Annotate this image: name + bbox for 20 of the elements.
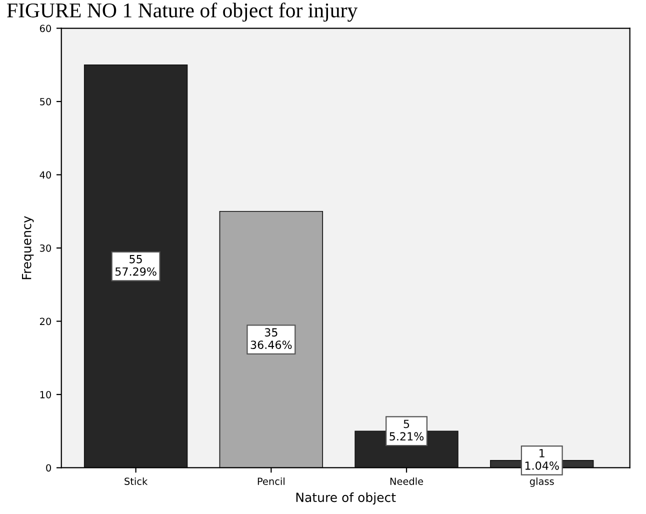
y-tick-label: 40 bbox=[40, 171, 51, 179]
x-tick-label: Pencil bbox=[258, 477, 284, 485]
x-tick-label: Stick bbox=[124, 477, 148, 485]
data-label: 35 36.46% bbox=[250, 328, 292, 350]
y-tick-label: 0 bbox=[46, 464, 51, 472]
bar bbox=[219, 210, 324, 468]
y-tick-label: 60 bbox=[40, 24, 51, 32]
data-label: 55 57.29% bbox=[115, 255, 156, 276]
bar bbox=[84, 64, 188, 468]
data-label: 1 1.04% bbox=[525, 449, 559, 470]
y-tick-label: 20 bbox=[40, 318, 51, 326]
y-tick-label: 30 bbox=[40, 244, 51, 252]
y-tick-label: 10 bbox=[40, 390, 51, 398]
chart-title: FIGURE NO 1 Nature of object for injury bbox=[7, 2, 358, 22]
x-tick-label: Needle bbox=[390, 477, 424, 485]
x-axis-title: Nature of object bbox=[296, 492, 396, 505]
y-tick-label: 50 bbox=[40, 98, 51, 106]
data-label: 5 5.21% bbox=[390, 420, 424, 441]
x-tick-label: glass bbox=[530, 477, 554, 487]
y-axis-title: Frequency bbox=[22, 216, 34, 280]
